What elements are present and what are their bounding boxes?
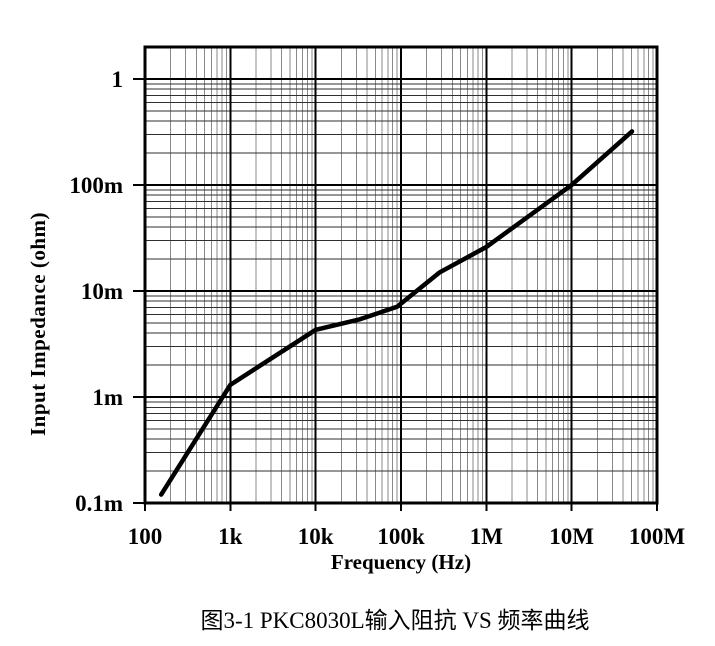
y-tick-label: 10m [81, 279, 123, 304]
y-tick-label: 1m [92, 385, 123, 410]
x-tick-label: 10k [298, 524, 334, 549]
x-tick-label: 1k [218, 524, 243, 549]
y-tick-label: 0.1m [75, 491, 123, 516]
x-axis-title: Frequency (Hz) [330, 550, 472, 574]
x-tick-label: 100M [629, 524, 686, 549]
y-axis-title: Input Impedance (ohm) [26, 211, 50, 437]
impedance-curve [158, 129, 635, 497]
x-tick-label: 1M [470, 524, 504, 549]
grid-major-lines [145, 47, 657, 503]
axis-tick-marks [133, 77, 658, 511]
impedance-curve-line [158, 129, 635, 497]
figure-caption: 图3-1 PKC8030L输入阻抗 VS 频率曲线 [200, 608, 590, 633]
y-tick-label: 100m [69, 173, 123, 198]
x-tick-label: 10M [549, 524, 594, 549]
y-tick-label: 1 [112, 67, 124, 92]
x-tick-label: 100k [377, 524, 425, 549]
x-tick-label: 100 [128, 524, 163, 549]
